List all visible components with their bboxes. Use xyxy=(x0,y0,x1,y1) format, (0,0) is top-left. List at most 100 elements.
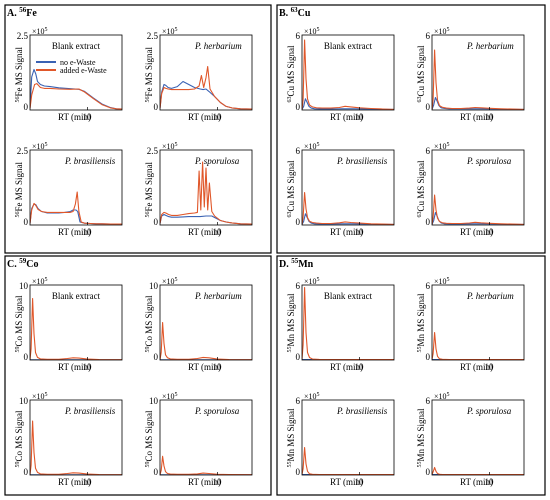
x-tick-label: 10 xyxy=(83,227,93,237)
exponent-power: 5 xyxy=(45,277,48,283)
axes-box xyxy=(301,284,395,361)
x-axis-label: RT (min) xyxy=(460,477,493,487)
x-axis-label: RT (min) xyxy=(460,112,493,122)
subplot-title: P. herbarium xyxy=(194,41,242,51)
series-line-added_waste xyxy=(160,65,252,110)
y-tick-label: 6 xyxy=(426,396,431,406)
y-axis-label: 55Mn MS Signal xyxy=(286,293,296,353)
y-exponent: ×105 xyxy=(434,277,450,286)
series-line-added_waste xyxy=(432,466,524,475)
series-line-added_waste xyxy=(432,331,524,360)
series-line-no_waste xyxy=(302,213,394,225)
y-label-mass: 56 xyxy=(15,212,21,218)
axes-box xyxy=(29,284,123,361)
isotope-mass: 63 xyxy=(291,6,299,14)
panel-frame xyxy=(4,4,272,254)
series-line-added_waste xyxy=(30,297,122,360)
x-axis-label: RT (min) xyxy=(188,477,221,487)
subplot-3: 10 6 0 ×105 RT (min) 55Mn MS Signal P. sporulo… xyxy=(416,392,525,487)
axes-box xyxy=(159,284,253,361)
panel-heading: D. 55Mn xyxy=(279,257,314,270)
y-label-text: Fe MS Signal xyxy=(144,46,154,96)
panel-frame xyxy=(4,255,272,496)
y-label-text: Fe MS Signal xyxy=(14,46,24,96)
y-axis-label: 63Cu MS Signal xyxy=(416,45,426,103)
axes-box xyxy=(159,399,253,476)
legend-label-no_waste: no e-Waste xyxy=(60,58,96,67)
x-tick-label: 10 xyxy=(83,362,93,372)
subplot-title: P. sporulosa xyxy=(194,406,240,416)
y-tick-label: 0 xyxy=(426,352,431,362)
panel-letter: A. xyxy=(7,8,19,19)
x-axis-label: RT (min) xyxy=(460,362,493,372)
y-exponent: ×105 xyxy=(304,277,320,286)
subplot-3: 10 6 0 ×105 RT (min) 63Cu MS Signal P. sporulo… xyxy=(416,142,525,237)
x-axis-label: RT (min) xyxy=(58,227,91,237)
x-axis-label: RT (min) xyxy=(330,112,363,122)
exponent-base: ×10 xyxy=(304,277,317,286)
y-exponent: ×105 xyxy=(32,277,48,286)
subplot-title: P. brasiliensis xyxy=(336,406,388,416)
subplot-title: P. brasiliensis xyxy=(64,406,116,416)
x-tick-label: 10 xyxy=(485,227,495,237)
y-tick-label: 6 xyxy=(426,31,431,41)
subplot-title: Blank extract xyxy=(324,41,373,51)
y-label-text: Cu MS Signal xyxy=(286,160,296,212)
panel-frame xyxy=(276,4,546,254)
subplot-title: Blank extract xyxy=(324,291,373,301)
y-exponent: ×105 xyxy=(32,142,48,151)
y-label-text: Cu MS Signal xyxy=(286,45,296,97)
exponent-base: ×10 xyxy=(434,277,447,286)
exponent-power: 5 xyxy=(45,142,48,148)
element-symbol: Fe xyxy=(26,8,37,19)
y-exponent: ×105 xyxy=(434,392,450,401)
y-tick-label: 2.5 xyxy=(147,31,159,41)
exponent-base: ×10 xyxy=(162,392,175,401)
panel-heading: B. 63Cu xyxy=(279,6,311,19)
y-tick-label: 0 xyxy=(296,102,301,112)
subplot-title: P. brasiliensis xyxy=(64,156,116,166)
y-axis-label: 59Co MS Signal xyxy=(144,295,154,353)
series-line-added_waste xyxy=(302,39,394,110)
x-axis-label: RT (min) xyxy=(330,477,363,487)
isotope-mass: 56 xyxy=(19,6,27,14)
y-exponent: ×105 xyxy=(434,142,450,151)
axes-box xyxy=(431,284,525,361)
series-line-added_waste xyxy=(30,420,122,475)
series-line-no_waste xyxy=(302,98,394,110)
y-tick-label: 0 xyxy=(296,352,301,362)
y-axis-label: 56Fe MS Signal xyxy=(144,161,154,217)
y-tick-label: 0 xyxy=(154,102,159,112)
x-axis-label: RT (min) xyxy=(188,112,221,122)
axes-box xyxy=(431,399,525,476)
subplot-0: 10 2.5 0 ×105 RT (min) 56Fe MS Signal Blank ex… xyxy=(14,27,123,122)
y-tick-label: 10 xyxy=(149,281,159,291)
axes-box xyxy=(431,149,525,226)
y-label-mass: 59 xyxy=(145,462,151,468)
exponent-base: ×10 xyxy=(32,392,45,401)
exponent-base: ×10 xyxy=(304,142,317,151)
exponent-base: ×10 xyxy=(32,27,45,36)
x-axis-label: RT (min) xyxy=(460,227,493,237)
y-exponent: ×105 xyxy=(434,27,450,36)
axes-box xyxy=(301,34,395,111)
y-label-text: Co MS Signal xyxy=(144,295,154,347)
y-label-mass: 56 xyxy=(145,97,151,103)
y-exponent: ×105 xyxy=(32,392,48,401)
y-label-mass: 55 xyxy=(287,347,293,353)
y-label-text: Cu MS Signal xyxy=(416,45,426,97)
exponent-power: 5 xyxy=(45,392,48,398)
y-exponent: ×105 xyxy=(162,142,178,151)
y-axis-label: 63Cu MS Signal xyxy=(286,160,296,218)
y-axis-label: 59Co MS Signal xyxy=(14,295,24,353)
exponent-power: 5 xyxy=(447,277,450,283)
y-tick-label: 0 xyxy=(426,102,431,112)
subplot-title: Blank extract xyxy=(52,41,101,51)
axes-box xyxy=(431,34,525,111)
exponent-power: 5 xyxy=(45,27,48,33)
y-tick-label: 10 xyxy=(149,396,159,406)
y-label-text: Mn MS Signal xyxy=(416,293,426,347)
